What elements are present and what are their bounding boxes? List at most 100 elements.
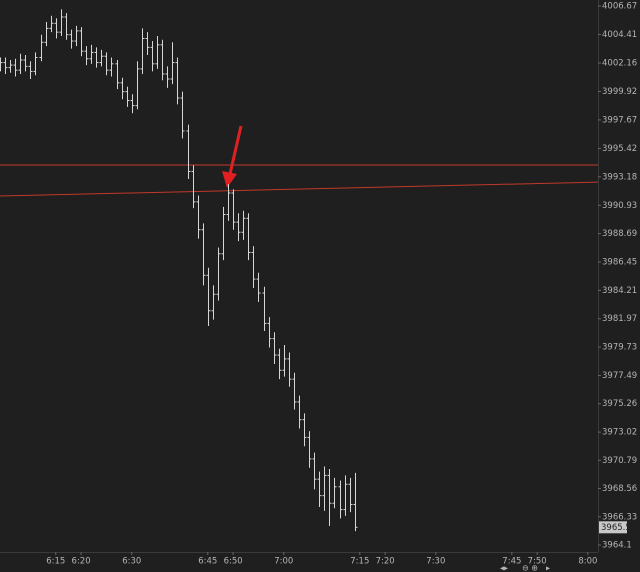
icon: ◂▸ xyxy=(500,564,508,572)
ohlc-bar xyxy=(94,47,99,68)
ohlc-bar xyxy=(150,41,155,72)
y-tick-label: 3995.42 xyxy=(602,144,637,154)
ohlc-bar xyxy=(59,9,64,36)
x-tick-label: 7:00 xyxy=(274,557,293,567)
ohlc-bar xyxy=(353,472,358,532)
x-tick-label: 6:15 xyxy=(46,557,65,567)
last-price-box xyxy=(599,521,627,534)
ohlc-bar xyxy=(28,61,33,80)
ohlc-bar xyxy=(297,395,302,429)
trend-line xyxy=(0,181,599,197)
red-arrow xyxy=(222,125,243,188)
ohlc-bar xyxy=(160,39,165,81)
y-tick-label: 3986.45 xyxy=(602,258,637,268)
ohlc-bar xyxy=(256,272,261,302)
ohlc-bar xyxy=(322,466,327,511)
ohlc-bar xyxy=(115,60,120,90)
ohlc-bar xyxy=(0,57,3,72)
ohlc-bar xyxy=(18,53,23,74)
ohlc-bar xyxy=(109,57,114,77)
ohlc-bar xyxy=(226,184,231,221)
x-tick-label: 7:50 xyxy=(528,557,547,567)
ohlc-bar xyxy=(201,223,206,286)
ohlc-bar xyxy=(84,46,89,66)
ohlc-bar xyxy=(165,66,170,88)
ohlc-bar xyxy=(145,32,150,55)
x-tick-label: 6:50 xyxy=(224,557,243,567)
y-tick-label: 3984.21 xyxy=(602,286,637,296)
ohlc-bar xyxy=(170,42,175,85)
x-tick-label: 7:30 xyxy=(426,557,445,567)
y-tick-label: 3973.02 xyxy=(602,428,637,438)
y-tick-label: 3997.67 xyxy=(602,115,637,125)
y-tick-label: 3993.18 xyxy=(602,172,637,182)
icon: ⊖ ⊕ xyxy=(522,564,538,572)
ohlc-bar xyxy=(251,246,256,288)
ohlc-bar xyxy=(206,267,211,326)
ohlc-bar xyxy=(39,34,44,62)
icon: ▸ xyxy=(546,564,550,572)
ohlc-bar xyxy=(191,165,196,209)
ohlc-bar xyxy=(186,124,191,180)
ohlc-bar xyxy=(196,195,201,239)
y-tick-label: 4006.67 xyxy=(602,1,637,11)
ohlc-bar xyxy=(287,352,292,387)
y-tick-label: 3981.97 xyxy=(602,314,637,324)
ohlc-bar xyxy=(211,285,216,320)
ohlc-bar xyxy=(327,469,332,527)
ohlc-bar xyxy=(49,15,54,33)
x-tick-label: 7:20 xyxy=(376,557,395,567)
y-tick-label: 3988.69 xyxy=(602,229,637,239)
y-tick-label: 3968.56 xyxy=(602,484,637,494)
ohlc-bar xyxy=(236,213,241,242)
ohlc-bar xyxy=(332,477,337,509)
x-tick-label: 7:45 xyxy=(502,557,521,567)
last-price-label: 3965.5 xyxy=(601,523,631,533)
ohlc-bar xyxy=(69,29,74,49)
y-tick-label: 3977.49 xyxy=(602,371,637,381)
ohlc-bar xyxy=(155,35,160,69)
ohlc-bar xyxy=(54,18,59,39)
ohlc-bar xyxy=(135,61,140,110)
ohlc-bar xyxy=(104,52,109,76)
ohlc-bar xyxy=(180,91,185,139)
y-tick-label: 4004.41 xyxy=(602,30,637,40)
ohlc-bar xyxy=(282,344,287,377)
y-tick-label: 3975.26 xyxy=(602,399,637,409)
ohlc-bar xyxy=(175,57,180,105)
arrow-head xyxy=(222,171,237,188)
ohlc-bar xyxy=(64,13,69,40)
ohlc-bar xyxy=(44,22,49,47)
ohlc-bar xyxy=(74,25,79,47)
ohlc-bar xyxy=(8,60,13,73)
ohlc-bar xyxy=(277,348,282,380)
ohlc-bar xyxy=(125,86,130,107)
ohlc-bar xyxy=(246,213,251,261)
ohlc-bar xyxy=(262,286,267,332)
x-tick-label: 6:30 xyxy=(122,557,141,567)
y-tick-label: 4002.16 xyxy=(602,59,637,69)
ohlc-bar xyxy=(89,44,94,64)
ohlc-bar xyxy=(23,54,28,72)
ohlc-bar xyxy=(33,52,38,76)
y-tick-label: 3979.73 xyxy=(602,343,637,353)
ohlc-bar xyxy=(79,27,84,57)
x-tick-label: 7:15 xyxy=(350,557,369,567)
ohlc-bar xyxy=(140,28,145,74)
y-tick-label: 3990.93 xyxy=(602,201,637,211)
ohlc-bar xyxy=(307,431,312,468)
toolbar-icons: ◂▸ ⊖ ⊕ ▸ xyxy=(500,564,550,572)
ohlc-bar xyxy=(99,49,104,67)
ohlc-bar xyxy=(120,77,125,100)
ohlc-bar xyxy=(221,206,226,261)
y-tick-label: 3964.1 xyxy=(602,541,632,551)
ohlc-bar xyxy=(272,332,277,364)
ohlc-bar xyxy=(312,452,317,490)
ohlc-bar xyxy=(13,58,18,77)
ohlc-bar xyxy=(348,477,353,513)
ohlc-bar xyxy=(343,475,348,516)
x-tick-label: 6:45 xyxy=(198,557,217,567)
y-tick-label: 3999.92 xyxy=(602,87,637,97)
